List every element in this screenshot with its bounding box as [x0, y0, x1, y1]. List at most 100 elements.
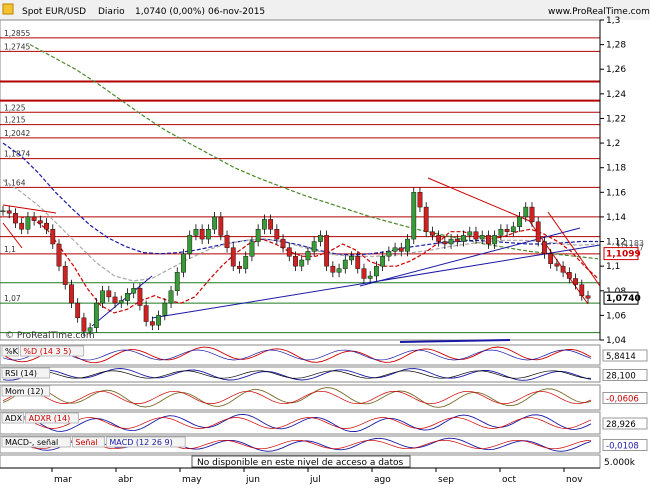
candle	[299, 255, 305, 272]
candle	[573, 273, 578, 290]
candle	[193, 224, 199, 241]
price-badge-box	[603, 291, 639, 305]
indicator-value-box	[602, 392, 648, 404]
candle	[125, 288, 130, 306]
indicator-panel: Mom (12) -0,0606	[0, 384, 648, 411]
candle-body	[293, 256, 298, 267]
candle-body	[423, 206, 429, 232]
candle	[218, 212, 224, 241]
candle	[268, 214, 274, 235]
candle	[305, 246, 311, 265]
candle-body	[479, 235, 485, 240]
level-label: 1,164	[4, 178, 26, 187]
candle-body	[554, 263, 560, 267]
candle-body	[255, 229, 261, 242]
candle	[0, 205, 6, 216]
candle	[255, 224, 261, 247]
candle-body	[311, 241, 317, 252]
x-tick-label: mar	[54, 475, 72, 485]
x-tick-label: may	[182, 475, 202, 485]
candle	[106, 285, 112, 302]
candle	[199, 224, 205, 244]
x-tick-label: nov	[566, 475, 583, 485]
candle-body	[517, 216, 522, 227]
chart-app-icon[interactable]	[2, 3, 14, 15]
indicator-label: RSI (14)	[5, 369, 37, 378]
sma50-line	[2, 179, 599, 282]
candle-body	[62, 265, 68, 285]
candle-body	[523, 206, 529, 218]
candle	[131, 283, 137, 299]
header-bar	[0, 0, 650, 20]
candle	[367, 271, 373, 284]
candle-body	[498, 229, 504, 236]
indicator-panel: %K %D (14 3 5) 5,8414	[0, 344, 648, 366]
candle	[149, 316, 155, 331]
candle	[442, 236, 448, 249]
candle-body	[392, 247, 398, 252]
chart-date: 06-nov-2015	[208, 7, 265, 17]
candle-body	[492, 235, 498, 245]
candle	[430, 226, 435, 241]
candle-body	[44, 222, 49, 230]
time-axis: mar abr may jun jul ago sep oct nov	[0, 467, 600, 485]
y-tick-label: 1,26	[606, 65, 626, 75]
candle	[249, 236, 255, 262]
trendline-red-2	[2, 204, 57, 214]
candle	[517, 212, 522, 232]
candle	[237, 261, 242, 274]
candle	[100, 285, 105, 308]
candle-body	[112, 296, 118, 304]
candle-body	[286, 247, 292, 257]
candle	[280, 234, 286, 253]
indicator-signal-line	[2, 417, 592, 429]
candle-body	[243, 256, 249, 269]
candle	[349, 251, 354, 265]
candle	[156, 310, 161, 331]
indicator-line	[2, 413, 592, 433]
candle-body	[156, 315, 161, 326]
candle-body	[473, 231, 479, 240]
candle-body	[461, 235, 466, 242]
candle-body	[268, 219, 274, 230]
volume-notice: No disponible en este nivel de acceso a …	[197, 458, 403, 468]
candle-body	[187, 235, 193, 255]
candle	[75, 298, 81, 323]
candle	[69, 279, 74, 308]
indicator-label: MACD-, señal	[5, 438, 58, 447]
candle	[118, 295, 124, 308]
candle	[398, 242, 404, 257]
indicator-frame	[0, 344, 601, 366]
indicator-signal-line	[2, 390, 592, 405]
candle-body	[386, 251, 392, 257]
indicator-value-box	[602, 417, 648, 430]
level-label: 1,215	[4, 116, 26, 125]
candle	[224, 230, 230, 253]
horizontal-levels: 1,2855 1,2745 1,225 1,215 1,2042 1,1874 1,164 1…	[0, 29, 600, 334]
candle-body	[174, 272, 180, 291]
indicator-label-box	[1, 412, 25, 424]
candle	[44, 218, 49, 235]
candle	[423, 202, 429, 237]
watermark: © ProRealTime.com	[5, 331, 95, 341]
candle-body	[218, 216, 224, 236]
candle-body	[50, 229, 56, 245]
indicator-panel: ADX ADXR (14) 28,926	[0, 411, 648, 435]
candle	[25, 212, 31, 235]
last-price: 1,0740 (0,00%)	[135, 7, 205, 17]
candle-body	[548, 253, 554, 264]
candle-body	[118, 300, 124, 304]
y-tick-label: 1,1	[606, 262, 620, 272]
candle-body	[31, 216, 37, 221]
candle	[162, 298, 168, 321]
candle-body	[566, 272, 572, 279]
candle-body	[261, 219, 267, 230]
candle	[324, 230, 330, 272]
indicator-panels: %K %D (14 3 5) 5,8414 RSI (14) 28,100 Mom (12…	[0, 344, 648, 454]
x-tick-label: jun	[245, 475, 260, 485]
candle-body	[69, 284, 74, 304]
candle	[31, 212, 37, 226]
candle-body	[299, 259, 305, 267]
